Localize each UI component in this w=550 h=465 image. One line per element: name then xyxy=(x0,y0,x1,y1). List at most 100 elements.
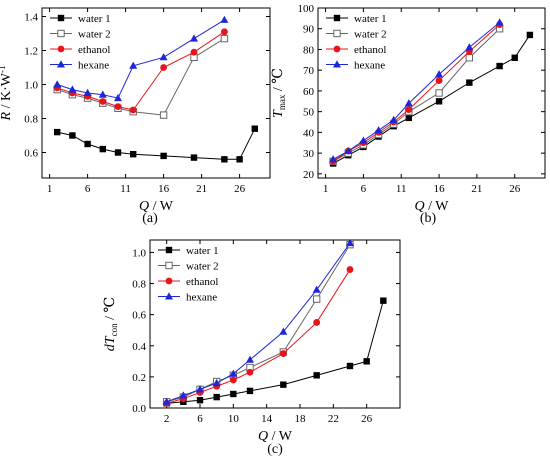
data-point xyxy=(83,88,92,96)
data-point xyxy=(405,106,413,113)
legend-label: water 1 xyxy=(186,245,219,257)
data-point xyxy=(279,327,288,335)
legend-marker xyxy=(333,14,341,22)
data-point xyxy=(190,48,198,56)
legend-marker xyxy=(57,14,65,22)
series-ethanol xyxy=(329,21,503,165)
x-tick-label: 26 xyxy=(361,413,373,425)
data-point xyxy=(179,391,188,399)
y-tick-label: 70 xyxy=(303,65,315,77)
data-point xyxy=(246,387,254,395)
x-tick-label: 2 xyxy=(164,413,170,425)
legend-marker xyxy=(333,60,341,68)
y-tick-label: 40 xyxy=(303,127,315,139)
y-tick-label: 90 xyxy=(303,24,315,36)
panel-c: 0.00.20.40.60.81.02 6 10 14 18 22 26Q / WdTcon… xyxy=(103,238,401,457)
legend-label: water 2 xyxy=(186,261,219,273)
data-point xyxy=(220,34,229,43)
data-point xyxy=(190,34,198,42)
legend-label: ethanol xyxy=(78,44,110,56)
y-axis-label: R / K·W-1 xyxy=(0,66,14,122)
data-point xyxy=(251,125,258,132)
series-water-1 xyxy=(54,125,258,163)
data-point xyxy=(389,115,398,123)
panel-label: (a) xyxy=(142,211,158,226)
data-point xyxy=(312,295,321,303)
data-point xyxy=(162,397,171,405)
data-point xyxy=(496,62,503,70)
x-tick-label: 11 xyxy=(120,183,131,195)
data-point xyxy=(404,99,413,107)
legend-marker xyxy=(165,246,173,254)
data-point xyxy=(220,15,229,23)
data-point xyxy=(230,390,237,398)
data-point xyxy=(511,54,518,61)
legend-marker xyxy=(333,29,341,38)
data-point xyxy=(236,156,243,163)
data-point xyxy=(159,111,168,119)
data-point xyxy=(114,93,122,102)
data-point xyxy=(435,89,443,97)
data-point xyxy=(344,146,353,155)
x-tick-label: 21 xyxy=(471,183,482,195)
x-tick-label: 16 xyxy=(158,183,170,195)
legend-label: ethanol xyxy=(354,44,386,56)
data-point xyxy=(380,297,387,304)
data-point xyxy=(526,31,534,39)
data-point xyxy=(221,28,228,36)
legend-label: water 1 xyxy=(78,13,111,25)
data-point xyxy=(280,381,287,388)
x-axis-label: Q / W xyxy=(415,199,450,214)
x-tick-label: 1 xyxy=(323,183,329,195)
data-point xyxy=(84,140,91,148)
data-point xyxy=(246,355,254,363)
x-tick-label: 26 xyxy=(234,183,246,195)
data-point xyxy=(465,54,474,62)
data-point xyxy=(495,18,504,26)
data-point xyxy=(405,114,412,122)
data-point xyxy=(213,393,220,401)
plot-frame xyxy=(317,7,546,179)
x-tick-label: 21 xyxy=(196,183,207,195)
x-tick-label: 6 xyxy=(361,183,367,195)
data-point xyxy=(130,151,137,158)
data-point xyxy=(114,103,122,110)
legend-marker xyxy=(333,45,341,53)
legend-marker xyxy=(57,60,65,68)
legend-label: water 2 xyxy=(354,29,387,41)
y-tick-label: 0.6 xyxy=(24,148,38,160)
legend-label: water 2 xyxy=(78,29,111,41)
data-point xyxy=(465,43,474,51)
data-point xyxy=(99,145,106,153)
data-point xyxy=(435,70,444,78)
legend: water 1 water 2 ethanol hexane xyxy=(326,13,387,72)
x-tick-label: 16 xyxy=(434,183,446,195)
y-tick-label: 1.4 xyxy=(24,12,38,24)
data-point xyxy=(279,350,287,357)
y-tick-label: 80 xyxy=(303,44,315,56)
y-tick-label: 1.2 xyxy=(24,46,38,58)
legend: water 1 water 2 ethanol hexane xyxy=(50,13,111,72)
data-point xyxy=(246,368,254,376)
x-tick-label: 6 xyxy=(85,183,91,195)
y-tick-label: 0.2 xyxy=(132,372,146,384)
plot-frame xyxy=(149,239,401,409)
data-point xyxy=(312,285,321,293)
data-point xyxy=(68,85,77,93)
y-tick-label: 60 xyxy=(303,86,315,98)
data-point xyxy=(229,369,238,377)
y-axis-label: Tmax / ℃ xyxy=(271,68,287,118)
y-tick-label: 20 xyxy=(303,169,315,181)
y-tick-label: 1.0 xyxy=(132,247,146,259)
legend-marker xyxy=(57,29,65,38)
y-tick-label: 50 xyxy=(303,107,315,119)
data-point xyxy=(53,80,62,88)
data-point xyxy=(435,77,443,84)
data-point xyxy=(129,61,138,69)
y-tick-label: 0.0 xyxy=(132,403,146,415)
legend-marker xyxy=(165,277,173,285)
panel-a: 0.60.81.01.21.41 6 11 16 21 26Q / WR / K·W-1w… xyxy=(0,7,271,226)
x-axis-label: Q / W xyxy=(258,429,293,444)
data-point xyxy=(69,132,76,139)
